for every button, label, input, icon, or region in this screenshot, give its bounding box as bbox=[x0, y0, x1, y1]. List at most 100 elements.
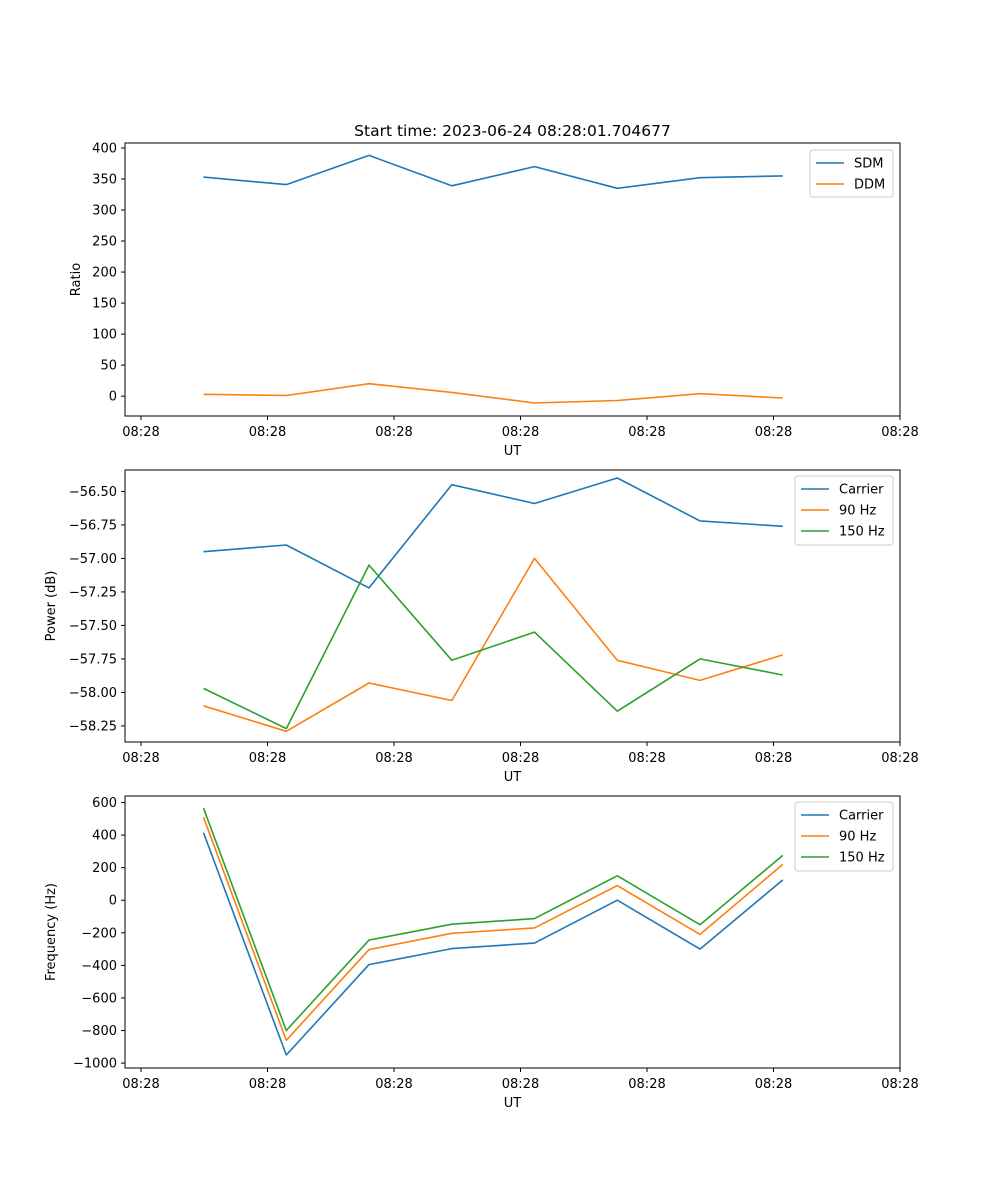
data-point bbox=[533, 502, 536, 505]
series-line-ddm bbox=[203, 382, 783, 404]
data-point bbox=[533, 942, 536, 945]
data-point bbox=[202, 816, 205, 819]
data-point bbox=[368, 948, 371, 951]
axes-frame bbox=[124, 795, 901, 1069]
data-point bbox=[781, 854, 784, 857]
x-tick-label: 08:28 bbox=[755, 425, 792, 440]
data-point bbox=[781, 174, 784, 177]
data-point bbox=[202, 807, 205, 810]
data-point bbox=[202, 704, 205, 707]
x-axis-label: UT bbox=[504, 770, 522, 785]
data-point bbox=[202, 831, 205, 834]
x-tick-label: 08:28 bbox=[502, 751, 539, 766]
data-point bbox=[450, 391, 453, 394]
y-tick-label: −57.00 bbox=[69, 552, 117, 567]
data-point bbox=[781, 674, 784, 677]
y-tick-label: 250 bbox=[92, 235, 117, 250]
chart-title: Start time: 2023-06-24 08:28:01.704677 bbox=[354, 122, 671, 140]
legend-label: Carrier bbox=[839, 809, 884, 824]
data-point bbox=[533, 557, 536, 560]
series-line-90-hz bbox=[203, 557, 784, 733]
data-point bbox=[450, 699, 453, 702]
x-tick-label: 08:28 bbox=[375, 751, 412, 766]
data-point bbox=[285, 1039, 288, 1042]
data-point bbox=[699, 519, 702, 522]
legend-label: 150 Hz bbox=[839, 525, 885, 540]
data-point bbox=[781, 863, 784, 866]
legend-label: Carrier bbox=[839, 483, 884, 498]
y-axis-label: Frequency (Hz) bbox=[44, 883, 59, 981]
y-tick-label: 300 bbox=[92, 204, 117, 219]
subplot-3: 08:2808:2808:2808:2808:2808:2808:2808:29… bbox=[44, 795, 919, 1111]
x-tick-label: 08:28 bbox=[122, 1077, 159, 1092]
x-tick-label: 08:28 bbox=[628, 425, 665, 440]
data-point bbox=[285, 1029, 288, 1032]
data-point bbox=[533, 926, 536, 929]
data-point bbox=[781, 653, 784, 656]
y-tick-label: 400 bbox=[92, 829, 117, 844]
y-tick-label: 600 bbox=[92, 796, 117, 811]
data-point bbox=[533, 917, 536, 920]
series-line-150-hz bbox=[202, 807, 784, 1032]
x-tick-label: 08:28 bbox=[628, 1077, 665, 1092]
data-point bbox=[450, 483, 453, 486]
x-axis-label: UT bbox=[504, 444, 522, 459]
subplot-2: 08:2808:2808:2808:2808:2808:2808:2808:29… bbox=[44, 469, 919, 785]
x-tick-label: 08:28 bbox=[755, 751, 792, 766]
series-line-carrier bbox=[202, 832, 784, 1056]
y-tick-label: 150 bbox=[92, 297, 117, 312]
y-tick-label: −800 bbox=[81, 1024, 117, 1039]
data-point bbox=[616, 874, 619, 877]
data-point bbox=[450, 932, 453, 935]
y-tick-label: −58.00 bbox=[69, 686, 117, 701]
series-line-90-hz bbox=[202, 816, 784, 1042]
data-point bbox=[616, 659, 619, 662]
series-line-sdm bbox=[203, 154, 783, 190]
data-point bbox=[368, 682, 371, 685]
x-tick-label: 08:28 bbox=[628, 751, 665, 766]
data-point bbox=[202, 550, 205, 553]
data-point bbox=[699, 392, 702, 395]
axes-frame bbox=[124, 142, 901, 417]
y-axis-label: Power (dB) bbox=[44, 571, 59, 642]
data-point bbox=[285, 394, 288, 397]
y-tick-label: −57.25 bbox=[69, 585, 117, 600]
data-point bbox=[699, 933, 702, 936]
data-point bbox=[285, 730, 288, 733]
data-point bbox=[202, 687, 205, 690]
data-point bbox=[699, 679, 702, 682]
x-tick-label: 08:28 bbox=[881, 425, 918, 440]
legend-label: 90 Hz bbox=[839, 504, 876, 519]
data-point bbox=[450, 659, 453, 662]
legend-label: 90 Hz bbox=[839, 830, 876, 845]
data-point bbox=[368, 963, 371, 966]
y-tick-label: 400 bbox=[92, 141, 117, 156]
data-point bbox=[368, 586, 371, 589]
y-tick-label: 100 bbox=[92, 328, 117, 343]
data-point bbox=[533, 631, 536, 634]
data-point bbox=[533, 402, 536, 405]
legend: Carrier 90 Hz 150 Hz bbox=[794, 475, 894, 546]
data-point bbox=[781, 878, 784, 881]
y-tick-label: −58.25 bbox=[69, 719, 117, 734]
y-axis-label: Ratio bbox=[69, 263, 84, 296]
y-tick-label: −400 bbox=[81, 959, 117, 974]
data-point bbox=[285, 727, 288, 730]
legend-box bbox=[794, 475, 894, 546]
data-point bbox=[699, 948, 702, 951]
data-point bbox=[368, 939, 371, 942]
y-tick-label: −600 bbox=[81, 991, 117, 1006]
y-tick-label: −200 bbox=[81, 926, 117, 941]
data-point bbox=[202, 393, 205, 396]
axes-frame bbox=[124, 469, 901, 743]
y-tick-label: −56.50 bbox=[69, 485, 117, 500]
x-tick-label: 08:28 bbox=[375, 425, 412, 440]
x-tick-label: 08:28 bbox=[375, 1077, 412, 1092]
subplot-1: Start time: 2023-06-24 08:28:01.704677 08… bbox=[69, 122, 919, 459]
data-point bbox=[699, 923, 702, 926]
x-tick-label: 08:28 bbox=[755, 1077, 792, 1092]
y-tick-label: 0 bbox=[109, 390, 117, 405]
y-tick-label: 200 bbox=[92, 861, 117, 876]
data-point bbox=[368, 564, 371, 567]
